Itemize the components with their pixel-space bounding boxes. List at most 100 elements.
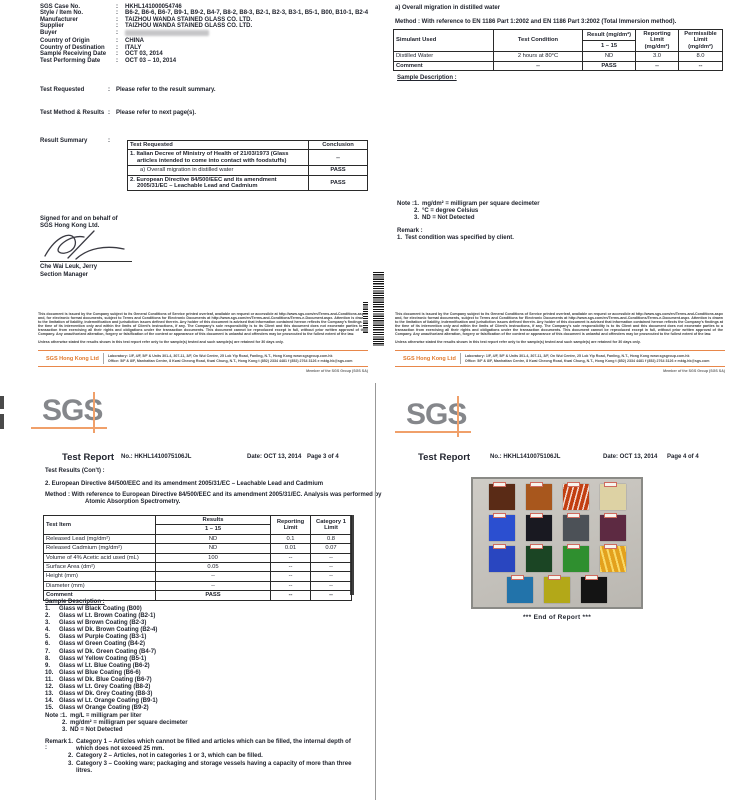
report-date: Date: OCT 13, 2014 xyxy=(603,454,658,460)
table-cell: Released Lead (mg/dm²) xyxy=(43,533,156,545)
col-simulant: Simulant Used xyxy=(393,28,494,53)
field-label: SGS Case No. xyxy=(40,4,81,10)
item-number: 5. xyxy=(45,634,51,641)
field-value: OCT 03, 2014 xyxy=(125,51,163,58)
signature xyxy=(44,230,125,260)
table-row: a) Overall migration in distilled water … xyxy=(127,165,368,176)
sample-item: 14. Glass w/ Lt. Orange Coating (B9-1) xyxy=(45,698,295,705)
field-label: Manufacturer xyxy=(40,16,79,23)
sample-item: 6. Glass w/ Green Coating (B4-2) xyxy=(45,641,295,648)
field-value xyxy=(125,29,370,38)
item-text: Glass w/ Lt. Brown Coating (B2-1) xyxy=(59,613,156,620)
table-cell: -- xyxy=(310,562,352,573)
sample-label-sticker xyxy=(566,482,580,487)
sample-item: 8. Glass w/ Yellow Coating (B5-1) xyxy=(45,656,295,663)
field-row: Supplier: TAIZHOU WANDA STAINED GLASS CO.… xyxy=(40,23,370,29)
method-text: Method : With reference to EN 1186 Part … xyxy=(395,19,677,25)
sample-description-title: Sample Description : xyxy=(45,599,105,605)
table-cell: 0.01 xyxy=(270,543,311,554)
item-text: ND = Not Detected xyxy=(70,727,123,734)
table-cell: Volume of 4% Acetic acid used (mL) xyxy=(43,552,156,564)
note-block: Note : 1. mg/dm² = milligram per square d… xyxy=(397,201,697,223)
remark-item: 1. Category 1 – Articles which cannot be … xyxy=(68,739,363,753)
result-summary-table: Test Requested Conclusion 1. Italian Dec… xyxy=(127,139,368,192)
table-header-row: Simulant Used Test Condition Result (mg/… xyxy=(393,28,723,53)
conclusion-cell: PASS xyxy=(308,174,368,192)
sample-item: 13. Glass w/ Dk. Grey Coating (B8-3) xyxy=(45,691,295,698)
col-result: Result (mg/dm²) xyxy=(582,28,636,42)
sample-description-title: Sample Description : xyxy=(397,75,457,81)
sample-chip-row xyxy=(473,575,641,603)
footer-member-text: Member of the SGS Group (SGS SA) xyxy=(663,369,725,373)
item-text: Glass w/ Green Coating (B4-2) xyxy=(59,641,146,648)
sample-label-sticker xyxy=(566,544,580,549)
sample-item: 9. Glass w/ Lt. Blue Coating (B6-2) xyxy=(45,663,295,670)
result-summary-row: Result Summary : xyxy=(40,138,370,144)
remark-item: 1. Test condition was specified by client… xyxy=(397,235,697,242)
item-text: Glass w/ Yellow Coating (B5-1) xyxy=(59,655,147,662)
note-label: Note : xyxy=(45,713,62,719)
table-row: 1. Italian Decree of Ministry of Health … xyxy=(127,149,368,167)
table-cell: -- xyxy=(155,571,271,582)
sample-chip-row xyxy=(473,513,641,541)
sample-item: 1. Glass w/ Black Coating (B00) xyxy=(45,606,295,613)
footer-rule-bottom xyxy=(38,366,368,367)
colon: : xyxy=(116,10,118,17)
table-cell: -- xyxy=(270,580,311,592)
conclusion-cell: -- xyxy=(308,149,368,167)
table-cell: 100 xyxy=(155,552,271,564)
note-item: 1. mg/dm² = milligram per square decimete… xyxy=(414,201,697,208)
case-info-fields: SGS Case No.: HKHL141000054746 Style / Ite… xyxy=(40,4,370,64)
item-text: Category 2 – Articles, not in categories… xyxy=(76,753,263,760)
report-page-number: Page 3 of 4 xyxy=(307,454,339,460)
table-row: Diameter (mm) -- -- -- xyxy=(43,580,352,592)
test-requested-row: Test Requested : Please refer to the res… xyxy=(40,87,370,93)
table-row: Volume of 4% Acetic acid used (mL) 100 -- -… xyxy=(43,552,352,564)
table-cell: -- xyxy=(270,590,311,601)
item-number: 12. xyxy=(45,684,54,691)
logo-orange-vline xyxy=(457,396,459,437)
table-cell: 0.8 xyxy=(310,533,352,545)
item-text: Test condition was specified by client. xyxy=(405,234,514,241)
item-text: Glass w/ Brown Coating (B2-3) xyxy=(59,620,147,627)
sample-item: 7. Glass w/ Dk. Green Coating (B4-7) xyxy=(45,649,295,656)
disclaimer-text: This document is issued by the Company s… xyxy=(38,312,366,337)
sample-description-list: 1. Glass w/ Black Coating (B00) 2. Glass w/… xyxy=(45,606,295,712)
table-row: Released Cadmium (mg/dm²) ND 0.01 0.07 xyxy=(43,543,352,554)
item-text: Glass w/ Lt. Orange Coating (B9-1) xyxy=(59,698,158,705)
table-row: Distilled Water 2 hours at 80°C ND 3.0 8.0 xyxy=(393,51,723,62)
field-value: HKHL141000054746 xyxy=(125,4,182,10)
glass-sample-chip xyxy=(562,482,589,510)
lead-cadmium-table: Test Item Results Reporting Limit Catego… xyxy=(43,514,352,601)
table-header-row: Test Requested Conclusion xyxy=(127,139,368,151)
field-row: Sample Receiving Date: OCT 03, 2014 xyxy=(40,51,370,57)
col-results-range: 1 – 15 xyxy=(155,524,271,535)
retention-text: Unless otherwise stated the results show… xyxy=(38,339,284,344)
note-item: 3. ND = Not Detected xyxy=(62,727,345,734)
col-results: Results xyxy=(155,514,271,526)
glass-sample-chip xyxy=(562,513,589,541)
sample-label-sticker xyxy=(492,513,506,518)
table-cell: 2 hours at 80°C xyxy=(493,51,583,62)
colon: : xyxy=(116,38,118,45)
report-title: Test Report xyxy=(62,452,115,463)
item-number: 3. xyxy=(45,620,51,627)
colon: : xyxy=(116,51,118,58)
item-number: 6. xyxy=(45,641,51,648)
col-category-limit: Category 1 Limit xyxy=(310,515,352,535)
field-value: TAIZHOU WANDA STAINED GLASS CO. LTD. xyxy=(125,16,253,23)
item-text: Category 3 – Cooking ware; packaging and… xyxy=(76,760,352,774)
colon: : xyxy=(116,23,118,30)
sample-label-sticker xyxy=(603,482,617,487)
glass-sample-chip xyxy=(599,544,626,572)
report-title: Test Report xyxy=(418,452,471,463)
item-number: 7. xyxy=(45,648,51,655)
item-text: Glass w/ Purple Coating (B3-1) xyxy=(59,634,147,641)
colon: : xyxy=(108,110,110,116)
item-number: 11. xyxy=(45,676,54,683)
footer-rule-top xyxy=(38,350,368,351)
field-label: Test Performing Date xyxy=(40,57,101,64)
sample-chip-row xyxy=(473,482,641,510)
table-cell: 8.0 xyxy=(678,51,723,62)
footer-rule-top xyxy=(395,350,725,351)
